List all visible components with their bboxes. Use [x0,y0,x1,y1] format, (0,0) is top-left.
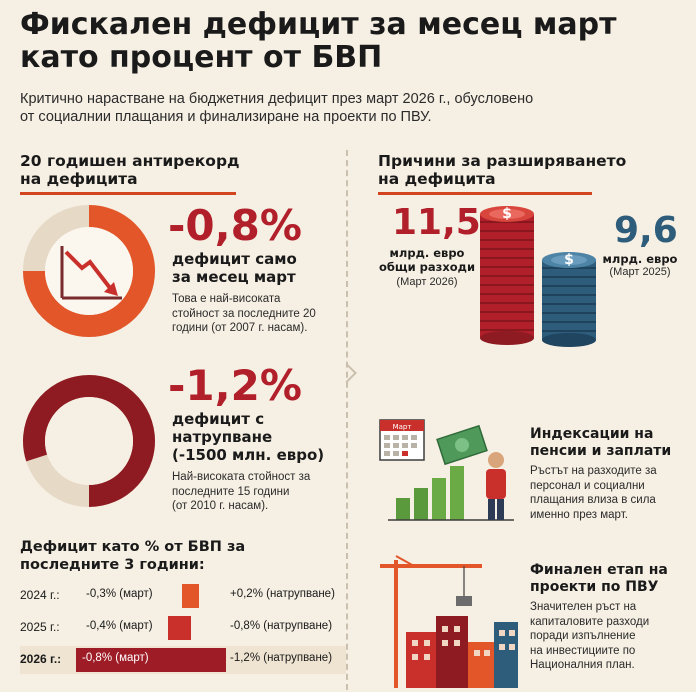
bar-month-2026: -0,8% (март) [82,652,149,664]
stat1-value: -0,8% [168,201,302,250]
banknote-icon [436,424,488,466]
stat2-desc-line-2: последните 15 години [172,485,290,498]
bar-month-2025: -0,4% (март) [86,620,153,632]
right-heading-underline [378,192,592,195]
reason1-text-line-1: Ръстът на разходите за [530,465,657,477]
ring-chart-2 [23,375,155,507]
reason2-heading-line-1: Финален етап на [530,562,668,578]
bar-row-2026: 2026 г.: -0,8% (март) -1,2% (натрупване) [20,646,346,674]
page-subtitle: Критично нарастване на бюджетния дефицит… [20,90,680,126]
reason2-text-line-1: Значителен ръст на [530,601,637,613]
left-heading-line-1: 20 годишен антирекорд [20,152,240,170]
stat2-desc-line-3: (от 2010 г. насам). [172,500,269,512]
title-line-2: като процент от БВП [20,40,383,75]
bars-heading-line-2: последните 3 години: [20,557,205,573]
spend-2025-label: млрд. евро [602,252,678,266]
reason1-heading-line-1: Индексации на [530,426,654,442]
bars-heading-line-1: Дефицит като % от БВП за [20,539,246,555]
left-section-heading: 20 годишен антирекорд на дефицита [20,152,240,188]
right-section-heading: Причини за разширяването на дефицита [378,152,626,188]
pensions-illustration: Март [379,419,514,521]
reason1-heading-line-2: пенсии и заплати [530,443,672,459]
stat2-value: -1,2% [168,361,302,410]
bar-fill-2024 [182,584,199,608]
bar-fill-2026 [76,648,226,672]
spend-2026-label: млрд. евро общи разходи [372,246,482,274]
reason2-text-line-5: Националния план. [530,659,635,671]
bars-heading: Дефицит като % от БВП за последните 3 го… [20,538,245,574]
bar-year-2024: 2024 г.: [20,588,60,602]
reason2-heading: Финален етап на проекти по ПВУ [530,562,668,596]
subtitle-line-2: от социалнии плащания и финализиране на … [20,109,432,125]
growth-bars-icon [388,466,514,521]
spend-2025-value: 9,6 [614,210,678,251]
spend-2026-sub: (Март 2026) [396,276,458,288]
bar-year-2025: 2025 г.: [20,620,60,634]
spend-2026-label-line-1: млрд. евро [389,246,465,260]
spend-2025-sub: (Март 2025) [609,266,671,278]
bar-year-2026: 2026 г.: [20,652,62,666]
calendar-icon: Март [379,419,425,461]
bar-cumulative-2024: +0,2% (натрупване) [230,588,335,600]
buildings-icon [406,616,518,688]
spend-2026-label-line-2: общи разходи [378,260,476,274]
bar-month-2024: -0,3% (март) [86,588,153,600]
reason1-text: Ръстът на разходите за персонал и социал… [530,464,657,522]
stat1-desc-line-1: Това е най-високата [172,293,281,305]
reason2-text-line-3: поради изпълнение [530,630,636,642]
bar-cumulative-2025: -0,8% (натрупване) [230,620,333,632]
stat2-description: Най-високата стойност за последните 15 г… [172,470,310,514]
stat1-desc-line-2: стойност за последните 20 [172,307,316,320]
person-icon [486,452,506,520]
stat1-label-line-2: за месец март [172,268,296,286]
red-coin-symbol: $ [502,206,512,222]
reason2-text-line-4: на инвестициите по [530,644,636,657]
blue-coin-dollar-icon: $ [564,252,574,268]
stat1-label: дефицит само за месец март [172,250,297,286]
bar-fill-2025 [168,616,191,640]
blue-coin-symbol: $ [564,252,574,268]
page-title: Фискален дефицит за месец март като проц… [20,8,680,74]
divider-chevron-icon [337,363,357,383]
ring-chart-1 [23,205,155,337]
construction-illustration [380,555,518,688]
bar-row-2024: 2024 г.: -0,3% (март) +0,2% (натрупване) [20,582,346,610]
bar-row-2025: 2025 г.: -0,4% (март) -0,8% (натрупване) [20,614,346,642]
title-line-1: Фискален дефицит за месец март [20,7,617,42]
bar-cumulative-2026: -1,2% (натрупване) [230,652,333,664]
reason2-text: Значителен ръст на капиталовите разходи … [530,600,649,673]
right-heading-line-1: Причини за разширяването [378,152,627,170]
reason1-heading: Индексации на пенсии и заплати [530,426,671,460]
crane-icon [380,555,482,688]
subtitle-line-1: Критично нарастване на бюджетния дефицит… [20,91,534,107]
reason1-text-line-4: именно през март. [530,508,628,521]
red-coin-stack-icon [480,206,534,345]
reason2-heading-line-2: проекти по ПВУ [530,579,659,595]
stat1-label-line-1: дефицит само [172,250,297,268]
left-heading-underline [20,192,236,195]
reason2-text-line-2: капиталовите разходи [530,615,650,628]
spend-2026-value: 11,5 [392,202,481,243]
stat2-label-line-3: (-1500 млн. евро) [172,446,325,464]
stat1-description: Това е най-високата стойност за последни… [172,292,316,336]
calendar-month-label: Март [393,423,412,431]
stat2-label-line-1: дефицит с [172,410,265,428]
stat1-desc-line-3: години (от 2007 г. насам). [172,322,308,334]
stat2-label: дефицит с натрупване (-1500 млн. евро) [172,410,324,464]
trend-down-icon [60,246,122,300]
stat2-label-line-2: натрупване [172,428,273,446]
blue-coin-stack-icon [542,252,596,347]
red-coin-dollar-icon: $ [502,206,512,222]
right-heading-line-2: на дефицита [378,170,496,188]
column-divider [346,150,348,690]
left-heading-line-2: на дефицита [20,170,138,188]
stat2-desc-line-1: Най-високата стойност за [172,471,311,483]
reason1-text-line-3: плащания влиза в сила [530,494,656,506]
reason1-text-line-2: персонал и социални [530,479,645,492]
